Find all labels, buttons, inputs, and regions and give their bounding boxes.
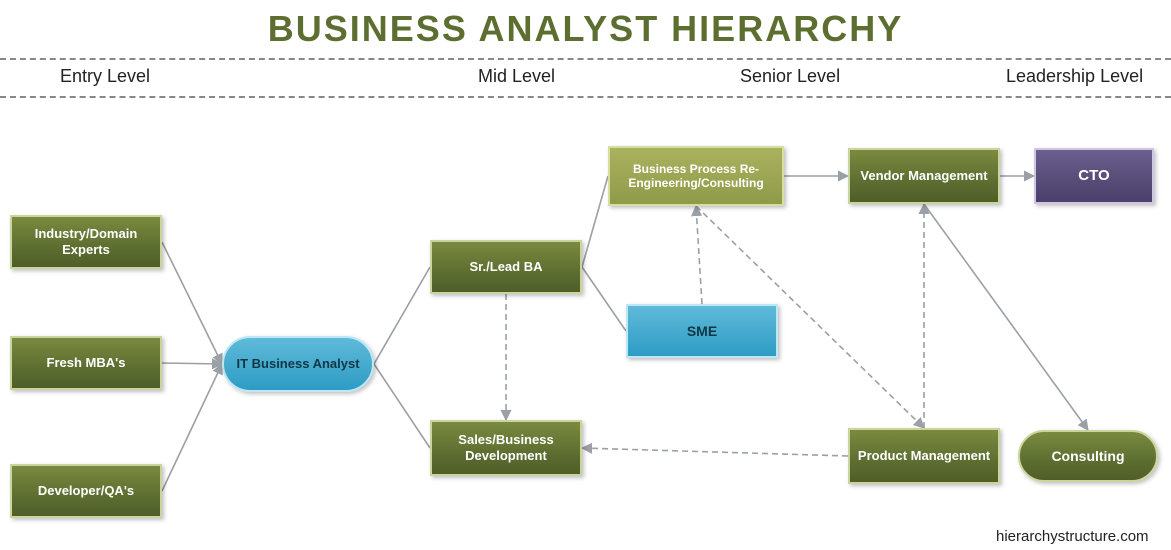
edge-devqa-itba — [162, 364, 222, 491]
node-itba: IT Business Analyst — [222, 336, 374, 392]
edge-product-sales — [582, 448, 848, 456]
edge-itba-srlead — [374, 267, 430, 364]
node-devqa: Developer/QA's — [10, 464, 162, 518]
node-product: Product Management — [848, 428, 1000, 484]
node-sme: SME — [626, 304, 778, 358]
edge-vendor-consult — [924, 204, 1088, 430]
node-srlead: Sr./Lead BA — [430, 240, 582, 294]
node-cto: CTO — [1034, 148, 1154, 204]
dash-top — [0, 58, 1171, 60]
level-label: Mid Level — [478, 66, 555, 87]
attribution: hierarchystructure.com — [996, 528, 1149, 545]
level-label: Leadership Level — [1006, 66, 1143, 87]
level-label: Entry Level — [60, 66, 150, 87]
edge-itba-sales — [374, 364, 430, 448]
edge-experts-itba — [162, 242, 222, 364]
edge-srlead-sme — [582, 267, 626, 331]
node-vendor: Vendor Management — [848, 148, 1000, 204]
page-title: BUSINESS ANALYST HIERARCHY — [0, 0, 1171, 50]
node-sales: Sales/Business Development — [430, 420, 582, 476]
edge-srlead-bpr — [582, 176, 608, 267]
dash-bottom — [0, 96, 1171, 98]
node-mbas: Fresh MBA's — [10, 336, 162, 390]
edge-mbas-itba — [162, 363, 222, 364]
level-label: Senior Level — [740, 66, 840, 87]
node-bpr: Business Process Re-Engineering/Consulti… — [608, 146, 784, 206]
node-experts: Industry/Domain Experts — [10, 215, 162, 269]
edge-sme-bpr — [696, 206, 702, 304]
node-consult: Consulting — [1018, 430, 1158, 482]
